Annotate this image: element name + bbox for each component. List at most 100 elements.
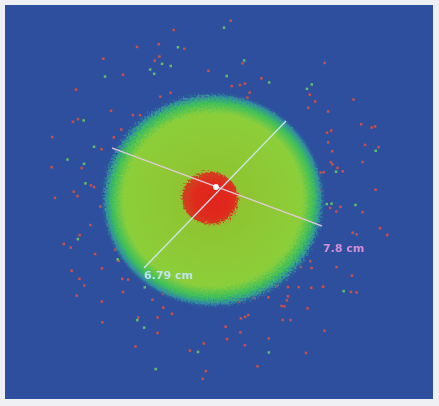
dot <box>162 306 165 309</box>
dot <box>158 43 161 46</box>
dot <box>90 184 93 187</box>
dot <box>240 317 243 320</box>
dot <box>170 65 173 68</box>
dot <box>374 189 377 192</box>
dot <box>226 338 229 341</box>
dot <box>84 182 87 185</box>
dot <box>305 352 308 355</box>
dot <box>113 136 116 139</box>
dot <box>144 286 147 289</box>
dot <box>137 316 140 319</box>
dot <box>331 150 334 153</box>
dot <box>151 299 154 302</box>
dot <box>239 331 242 334</box>
dot <box>360 123 363 126</box>
dot <box>120 128 123 131</box>
dot <box>154 59 157 62</box>
dot <box>72 121 75 124</box>
dot <box>330 129 333 132</box>
dot <box>70 269 73 272</box>
dot <box>173 29 176 32</box>
dot <box>324 62 327 64</box>
dot <box>322 286 325 289</box>
dot <box>310 267 313 270</box>
dot <box>223 27 226 30</box>
dot <box>75 294 78 297</box>
dot <box>355 233 358 236</box>
dot <box>158 55 161 58</box>
dot <box>101 300 104 303</box>
dot <box>66 158 69 161</box>
dot <box>286 299 289 302</box>
dot <box>335 210 338 213</box>
measure-label: 7.8 cm <box>323 242 364 255</box>
dot <box>143 326 146 329</box>
dot <box>309 260 312 263</box>
dot <box>161 63 164 66</box>
dot <box>104 75 107 78</box>
dot <box>207 70 210 73</box>
dot <box>330 202 333 205</box>
dot <box>306 88 309 91</box>
dot <box>327 110 330 113</box>
dot <box>83 119 86 122</box>
dot <box>122 74 125 77</box>
dot <box>336 167 339 170</box>
dot <box>386 234 389 237</box>
dot <box>78 234 81 237</box>
dot <box>110 110 113 113</box>
dot <box>364 144 367 147</box>
dot <box>203 342 206 345</box>
dot <box>352 232 355 235</box>
dot <box>136 319 139 322</box>
dot <box>54 197 57 200</box>
dot <box>159 96 162 99</box>
dot <box>287 295 290 298</box>
dot <box>298 286 301 289</box>
dot <box>99 205 102 208</box>
dot <box>230 20 233 23</box>
dot <box>306 307 309 310</box>
dot <box>102 58 105 61</box>
dot <box>375 150 378 153</box>
dot <box>189 349 192 352</box>
dot <box>355 291 358 294</box>
dot <box>155 368 158 371</box>
dot <box>224 326 227 329</box>
dot <box>77 118 80 121</box>
dot <box>335 266 338 269</box>
dot <box>351 274 354 277</box>
dot <box>268 351 271 354</box>
dot <box>83 284 86 287</box>
dot <box>361 211 364 214</box>
dot <box>89 224 92 227</box>
dot <box>177 46 180 49</box>
dot <box>156 316 159 319</box>
dot <box>377 146 380 149</box>
dot <box>361 161 364 164</box>
dot <box>101 321 104 324</box>
dot <box>116 258 119 261</box>
dot <box>256 365 259 368</box>
measure-label: 6.79 cm <box>144 269 193 282</box>
dot <box>280 305 283 308</box>
dot <box>139 114 142 117</box>
dot <box>322 171 325 174</box>
dot <box>171 313 174 316</box>
dot <box>153 73 156 76</box>
dot <box>335 171 338 174</box>
dot <box>354 204 357 207</box>
dot <box>247 314 250 317</box>
dot <box>323 330 326 333</box>
center-point <box>213 184 219 190</box>
dot <box>156 332 159 335</box>
dot <box>78 278 81 281</box>
dot <box>370 126 373 129</box>
dot <box>287 286 290 289</box>
dot <box>100 148 103 151</box>
dot <box>76 195 79 198</box>
dot <box>134 345 137 348</box>
dot <box>94 253 97 256</box>
dot <box>342 290 345 293</box>
dot <box>183 48 186 51</box>
